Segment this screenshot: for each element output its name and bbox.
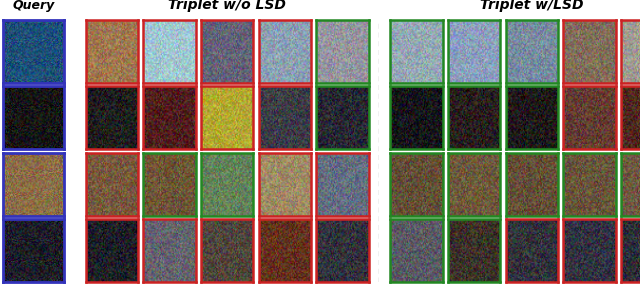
Text: Query: Query	[12, 0, 55, 12]
Text: Triplet w/LSD: Triplet w/LSD	[480, 0, 584, 12]
Text: Triplet w/o LSD: Triplet w/o LSD	[168, 0, 286, 12]
